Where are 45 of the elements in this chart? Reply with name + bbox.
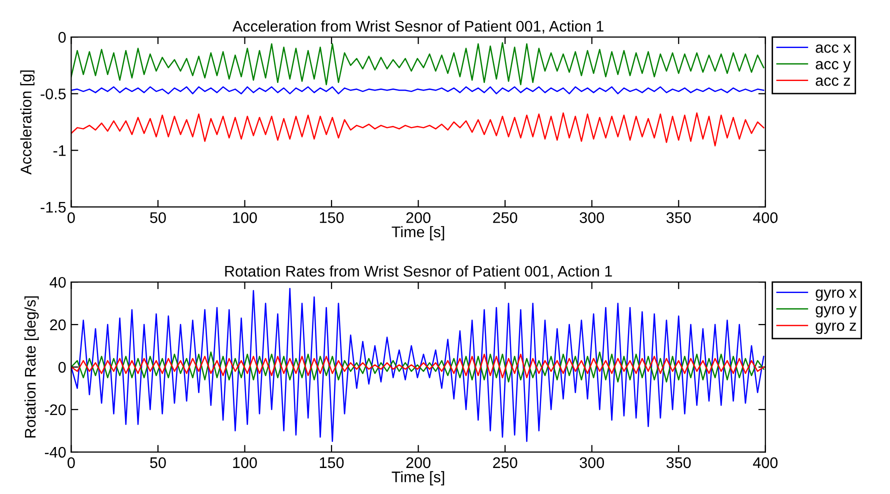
chart-title: Acceleration from Wrist Sesnor of Patient 001, Action 1	[232, 20, 604, 34]
y-tick-label: 0	[58, 32, 66, 43]
x-axis-title: Time [s]	[392, 471, 444, 486]
x-tick-label: 50	[150, 212, 166, 224]
y-tick-label: -20	[44, 404, 66, 416]
x-tick-label: 100	[233, 212, 257, 224]
legend-label: acc y	[816, 61, 851, 72]
x-tick-label: 200	[406, 212, 430, 224]
chart-title: Rotation Rates from Wrist Sesnor of Patient 001, Action 1	[225, 265, 612, 278]
legend-label: gyro x	[816, 290, 857, 301]
line-series	[71, 352, 764, 383]
x-tick-label: 50	[150, 457, 166, 468]
x-axis-title: Time [s]	[392, 226, 444, 240]
x-tick-label: 300	[580, 457, 604, 468]
legend-label: acc z	[816, 78, 850, 86]
legend-label: gyro z	[816, 322, 856, 334]
x-tick-label: 250	[493, 457, 518, 468]
x-tick-label: 350	[666, 457, 691, 468]
y-axis-title: Rotation Rate [deg/s]	[24, 296, 39, 438]
x-tick-label: 300	[580, 212, 604, 224]
x-tick-label: 0	[68, 212, 75, 224]
x-tick-label: 250	[493, 212, 518, 224]
line-series	[71, 86, 764, 94]
x-tick-label: 100	[233, 457, 257, 468]
y-tick-label: 40	[50, 276, 66, 288]
x-tick-label: 400	[753, 457, 778, 468]
x-tick-label: 400	[753, 212, 778, 224]
x-tick-label: 350	[666, 212, 691, 224]
legend-label: gyro y	[816, 306, 857, 318]
y-tick-label: 0	[58, 362, 66, 373]
y-tick-label: -1.5	[40, 202, 66, 213]
x-tick-label: 150	[320, 457, 344, 468]
x-tick-label: 0	[68, 457, 75, 468]
y-tick-label: 20	[50, 319, 66, 330]
y-tick-label: -1	[53, 145, 66, 156]
y-tick-label: -40	[44, 446, 66, 458]
line-series	[71, 112, 764, 146]
line-series	[71, 42, 764, 86]
y-tick-label: -0.5	[40, 88, 66, 100]
x-tick-label: 150	[320, 212, 344, 224]
x-tick-label: 200	[406, 457, 430, 468]
line-series	[71, 354, 764, 378]
y-axis-title: Acceleration [g]	[20, 70, 34, 175]
line-series	[71, 288, 764, 442]
legend-label: acc x	[816, 44, 851, 53]
